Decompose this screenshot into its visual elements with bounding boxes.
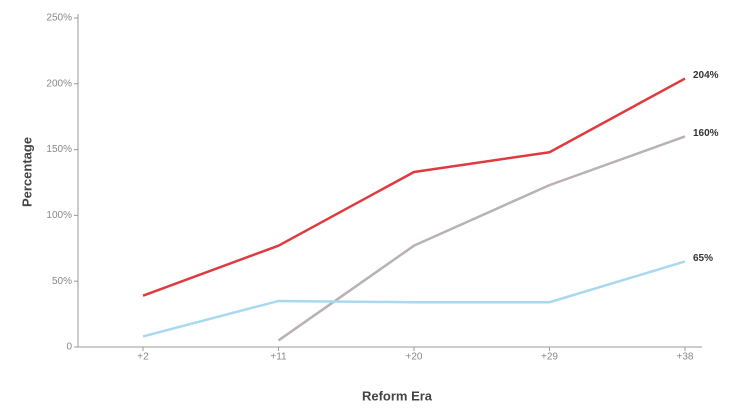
y-tick-label: 250% bbox=[46, 13, 72, 24]
x-axis-title: Reform Era bbox=[362, 388, 433, 403]
x-tick-label: +11 bbox=[270, 352, 287, 363]
data-label: 160% bbox=[693, 128, 719, 139]
x-tick-label: +2 bbox=[137, 352, 149, 363]
y-tick-label: 100% bbox=[46, 210, 72, 221]
y-tick-label: 50% bbox=[52, 276, 72, 287]
series-line bbox=[277, 135, 686, 342]
x-tick-label: +38 bbox=[677, 352, 694, 363]
y-axis-title: Percentage bbox=[19, 137, 34, 207]
data-label: 204% bbox=[693, 70, 719, 81]
series-line bbox=[142, 77, 686, 297]
x-tick-label: +29 bbox=[541, 352, 558, 363]
data-label: 65% bbox=[693, 253, 713, 264]
y-tick-label: 150% bbox=[46, 144, 72, 155]
y-tick-label: 0 bbox=[66, 342, 72, 353]
series-line bbox=[142, 260, 686, 338]
y-tick-label: 200% bbox=[46, 78, 72, 89]
x-tick-label: +20 bbox=[406, 352, 423, 363]
